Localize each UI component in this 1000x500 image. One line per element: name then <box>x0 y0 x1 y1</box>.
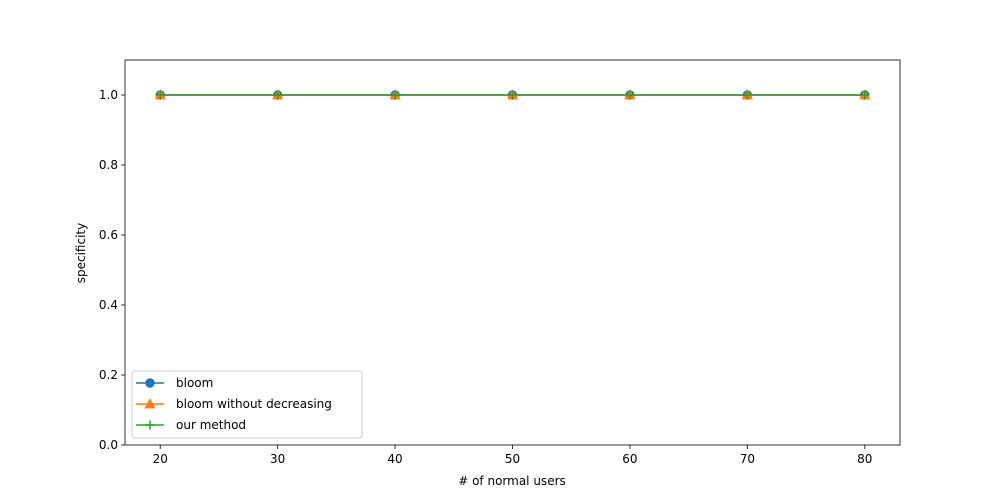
x-tick-label-40: 40 <box>387 452 402 466</box>
x-tick-label-80: 80 <box>857 452 872 466</box>
x-tick-label-20: 20 <box>153 452 168 466</box>
data-point-our-method-50 <box>508 90 517 100</box>
data-point-our-method-20 <box>155 90 165 100</box>
legend-label-bloom-without-decreasing: bloom without decreasing <box>176 397 332 411</box>
data-point-our-method-80 <box>860 90 870 100</box>
data-point-our-method-60 <box>625 90 635 100</box>
plot-area <box>154 89 871 100</box>
y-tick-label-1: 0.2 <box>99 368 118 382</box>
legend-marker-bloom <box>145 378 155 388</box>
x-tick-label-50: 50 <box>505 452 520 466</box>
y-tick-label-4: 0.8 <box>99 158 118 172</box>
data-point-our-method-70 <box>742 90 752 100</box>
data-point-our-method-30 <box>273 90 283 100</box>
y-tick-label-5: 1.0 <box>99 88 118 102</box>
y-tick-label-0: 0.0 <box>99 438 118 452</box>
data-point-our-method-40 <box>390 90 400 100</box>
x-tick-label-60: 60 <box>622 452 637 466</box>
x-axis-label: # of normal users <box>458 474 566 488</box>
legend: bloom bloom without decreasing our method <box>131 370 363 439</box>
y-tick-label-3: 0.6 <box>99 228 118 242</box>
legend-label-bloom: bloom <box>176 376 213 390</box>
x-tick-label-70: 70 <box>740 452 755 466</box>
x-tick-label-30: 30 <box>270 452 285 466</box>
legend-marker-our-method <box>145 420 155 430</box>
y-tick-label-2: 0.4 <box>99 298 118 312</box>
y-axis-label: specificity <box>74 223 88 283</box>
axes: 20 30 40 50 60 70 80 0.0 0.2 0.4 0.6 0.8 1.0 <box>99 59 901 466</box>
legend-box <box>131 370 363 439</box>
legend-label-our-method: our method <box>176 418 246 432</box>
legend-marker-bloom-without-decreasing <box>144 398 156 409</box>
